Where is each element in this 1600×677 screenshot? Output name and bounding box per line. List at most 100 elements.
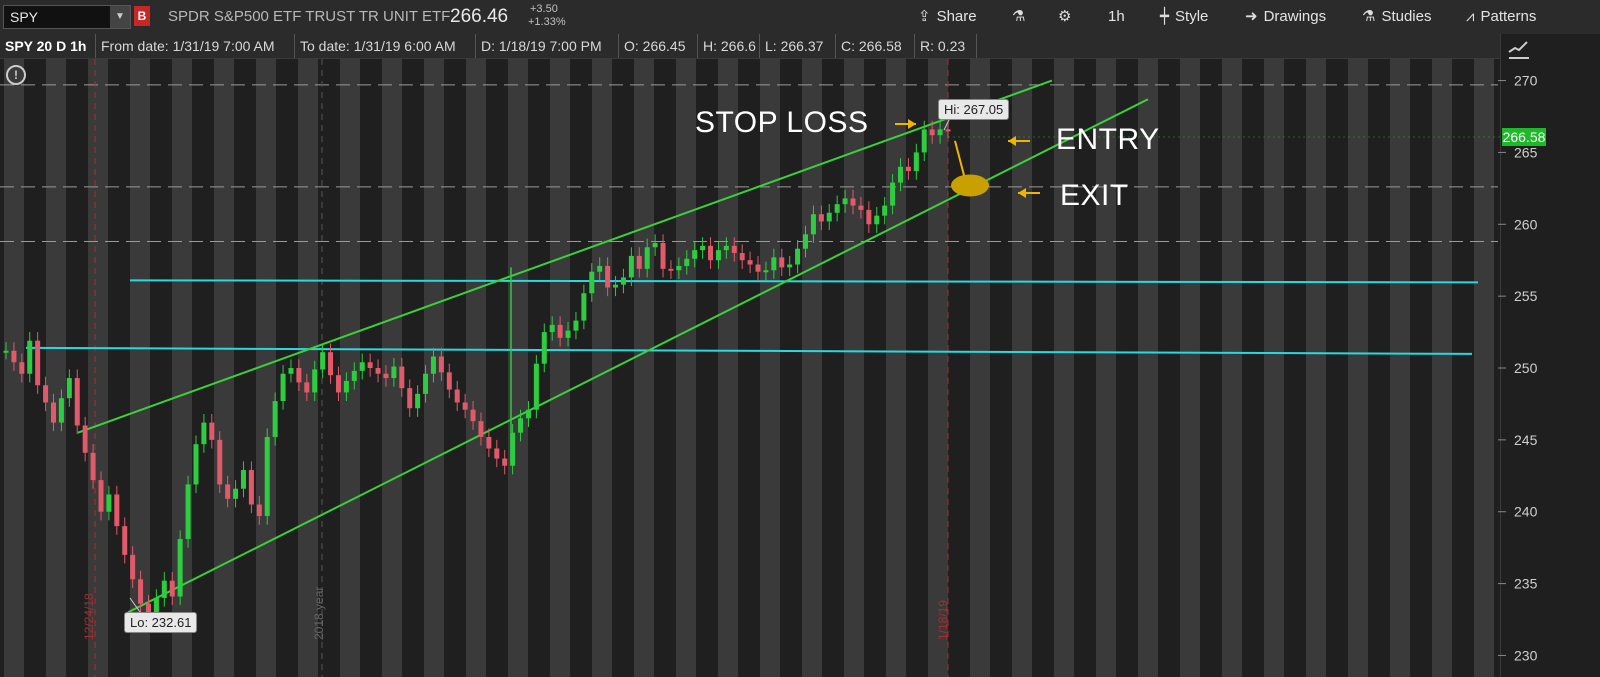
candle-body: [597, 265, 603, 272]
session-band: [1432, 59, 1452, 677]
flask-icon: ⚗: [1012, 8, 1026, 25]
patterns-button[interactable]: ⩘ Patterns: [1466, 0, 1536, 34]
to-date: To date: 1/31/19 6:00 AM: [295, 34, 476, 58]
session-band: [1390, 59, 1410, 677]
candle-body: [818, 214, 824, 222]
session-band: [676, 59, 696, 677]
candle-body: [858, 205, 864, 210]
session-band: [130, 59, 150, 677]
candle-body: [169, 580, 175, 597]
candle-body: [478, 421, 484, 437]
settings-button[interactable]: ⚙: [1058, 0, 1077, 34]
candle-body: [320, 352, 326, 370]
candle-body: [518, 418, 524, 433]
candle-body: [803, 234, 809, 249]
candle-body: [193, 444, 199, 485]
candle-body: [605, 265, 611, 288]
candle-body: [494, 448, 500, 459]
candle-body: [264, 436, 270, 517]
session-band: [1138, 59, 1158, 677]
candle-body: [636, 255, 642, 269]
close-value: C: 266.58: [836, 34, 915, 58]
axis-settings-icon[interactable]: [1501, 34, 1600, 64]
candle-body: [35, 340, 41, 386]
session-band: [928, 59, 948, 677]
candle-body: [391, 366, 397, 379]
candle-body: [700, 245, 706, 251]
candle-body: [890, 182, 896, 206]
y-tick-label: 250: [1514, 360, 1538, 376]
candle-body: [201, 422, 207, 445]
candle-body: [304, 382, 310, 393]
share-button[interactable]: ⇪ Share: [918, 0, 977, 34]
candle-body: [209, 422, 215, 440]
high-callout: Hi: 267.05: [938, 99, 1010, 120]
high-value: H: 266.6: [698, 34, 760, 58]
candle-body: [668, 268, 674, 271]
date-marker-2: 1/18/19: [936, 599, 950, 640]
date-marker-1: 12/24/18: [82, 593, 96, 640]
candle-body: [557, 324, 563, 338]
style-button[interactable]: ┿ Style: [1160, 0, 1208, 34]
candle-body: [541, 332, 547, 364]
candle-body: [399, 366, 405, 389]
candle-body: [58, 398, 64, 423]
drawings-label: Drawings: [1263, 8, 1327, 25]
year-marker: 2018 year: [312, 586, 326, 640]
candle-body: [343, 380, 349, 393]
high-pointer: [943, 117, 951, 131]
interval-button[interactable]: 1h: [1108, 0, 1125, 34]
session-band: [46, 59, 66, 677]
y-tick-label: 265: [1514, 144, 1538, 160]
candle-body: [74, 378, 80, 426]
candle-body: [731, 245, 737, 254]
candle-body: [462, 402, 468, 410]
chevron-down-icon[interactable]: ▼: [110, 6, 130, 28]
candle-body: [929, 129, 935, 136]
candle-body: [850, 198, 856, 206]
candle-body: [351, 370, 357, 381]
y-tick-label: 240: [1514, 504, 1538, 520]
candle-body: [779, 257, 785, 268]
candle-body: [787, 264, 793, 268]
candle-body: [921, 129, 927, 153]
candle-body: [256, 504, 262, 517]
candle-body: [280, 373, 286, 402]
y-tick-label: 270: [1514, 73, 1538, 89]
candle-body: [288, 368, 294, 374]
session-band: [760, 59, 780, 677]
interval-label: 1h: [1108, 8, 1125, 25]
drawings-button[interactable]: ➜ Drawings: [1245, 0, 1326, 34]
info-icon[interactable]: !: [6, 65, 26, 85]
candle-body: [312, 369, 318, 393]
gear-icon: ⚙: [1058, 8, 1072, 25]
session-band: [718, 59, 738, 677]
symbol-period[interactable]: SPY 20 D 1h: [0, 34, 96, 58]
candle-body: [407, 388, 413, 409]
candle-body: [430, 356, 436, 374]
y-tick-label: 260: [1514, 216, 1538, 232]
candle-body: [272, 401, 278, 437]
candle-body: [415, 393, 421, 409]
session-band: [1306, 59, 1326, 677]
exit-marker: [951, 174, 989, 197]
flask-button[interactable]: ⚗: [1012, 0, 1031, 34]
candle-body: [905, 166, 911, 172]
candle-body: [755, 264, 761, 272]
candle-body: [153, 597, 159, 616]
low-callout: Lo: 232.61: [124, 612, 198, 633]
candle-body: [613, 284, 619, 288]
candle-body: [161, 580, 167, 598]
candle-body: [723, 245, 729, 251]
session-band: [214, 59, 234, 677]
symbol-selector[interactable]: SPY ▼: [3, 5, 131, 29]
studies-button[interactable]: ⚗ Studies: [1362, 0, 1432, 34]
candle-body: [747, 260, 753, 265]
candle-body: [90, 452, 96, 481]
candle-body: [874, 215, 880, 225]
session-band: [508, 59, 528, 677]
patterns-icon: ⩘: [1466, 8, 1475, 25]
session-band: [886, 59, 906, 677]
session-band: [592, 59, 612, 677]
